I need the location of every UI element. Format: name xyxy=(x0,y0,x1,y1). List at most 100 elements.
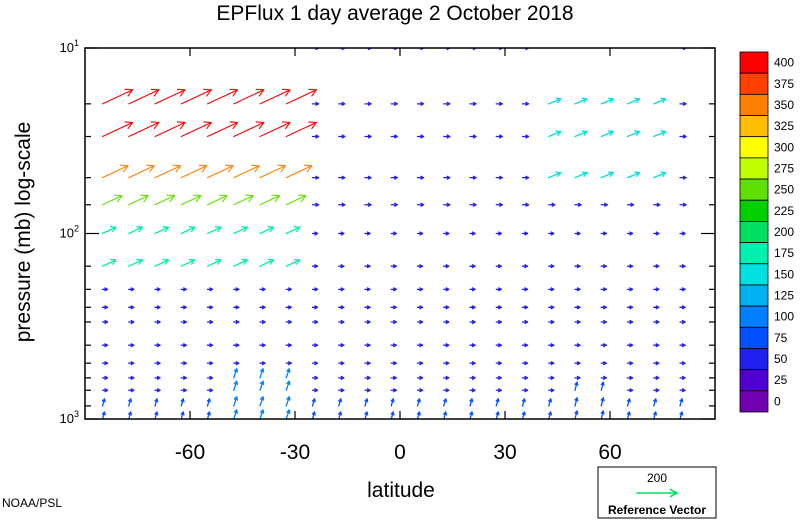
flux-arrow xyxy=(285,409,291,419)
flux-arrow xyxy=(311,263,319,269)
flux-arrow xyxy=(679,101,687,107)
flux-arrow xyxy=(338,134,346,139)
flux-arrow xyxy=(206,342,214,348)
flux-arrow xyxy=(390,398,395,407)
flux-arrow xyxy=(416,175,425,180)
flux-arrow xyxy=(443,101,451,107)
flux-arrow xyxy=(233,194,254,206)
flux-arrow xyxy=(154,305,161,310)
flux-arrow xyxy=(600,319,607,325)
flux-arrow xyxy=(311,360,319,366)
flux-arrow xyxy=(259,360,266,366)
flux-arrow xyxy=(364,305,371,310)
flux-arrow xyxy=(364,398,369,407)
flux-arrow xyxy=(416,287,424,292)
flux-arrow xyxy=(233,319,240,325)
flux-arrow xyxy=(416,375,424,381)
flux-arrow xyxy=(469,319,476,325)
flux-arrow xyxy=(548,97,562,105)
colorbar-label: 25 xyxy=(774,373,788,387)
flux-arrow xyxy=(574,263,581,269)
flux-arrow xyxy=(180,88,212,105)
flux-arrow xyxy=(521,48,530,51)
flux-arrow xyxy=(442,411,448,419)
flux-arrow xyxy=(416,305,424,310)
flux-arrow xyxy=(364,134,372,139)
flux-arrow xyxy=(600,360,607,366)
flux-arrow xyxy=(495,388,502,393)
flux-arrow xyxy=(600,171,614,179)
reference-label: Reference Vector xyxy=(608,503,706,517)
flux-arrow xyxy=(548,231,555,236)
flux-arrow xyxy=(495,287,502,292)
flux-arrow xyxy=(679,375,686,381)
flux-arrow xyxy=(416,342,424,348)
flux-arrow xyxy=(101,319,109,325)
flux-arrow xyxy=(285,287,292,292)
flux-arrow xyxy=(233,409,239,419)
flux-arrow xyxy=(469,411,474,419)
colorbar-swatch xyxy=(739,221,769,243)
colorbar-swatch xyxy=(739,115,769,138)
flux-arrow xyxy=(311,231,319,236)
flux-arrow xyxy=(180,398,185,407)
flux-arrow xyxy=(653,202,661,207)
flux-arrow xyxy=(101,398,106,407)
flux-arrow xyxy=(679,342,686,348)
flux-arrow xyxy=(128,88,160,105)
flux-arrow xyxy=(364,287,371,292)
flux-arrow xyxy=(679,305,686,310)
flux-arrow xyxy=(311,287,319,292)
flux-arrow xyxy=(443,263,450,269)
colorbar-swatch xyxy=(739,305,769,328)
vector-field xyxy=(101,48,687,419)
reference-magnitude: 200 xyxy=(647,471,667,485)
flux-arrow xyxy=(548,319,555,325)
flux-arrow xyxy=(206,226,222,235)
colorbar-swatch xyxy=(739,178,769,201)
flux-arrow xyxy=(364,263,371,269)
y-tick-label: 102 xyxy=(60,224,79,241)
flux-arrow xyxy=(180,319,187,325)
flux-arrow xyxy=(128,258,143,267)
flux-arrow xyxy=(600,130,614,138)
flux-arrow xyxy=(259,287,266,292)
flux-arrow xyxy=(469,360,476,366)
flux-arrow xyxy=(547,411,553,419)
flux-arrow xyxy=(259,258,275,267)
x-tick-label: 60 xyxy=(598,441,621,464)
flux-arrow xyxy=(469,388,476,393)
flux-arrow xyxy=(548,305,555,310)
flux-arrow xyxy=(364,202,372,207)
flux-arrow xyxy=(521,411,526,419)
flux-arrow xyxy=(495,175,503,180)
colorbar-label: 225 xyxy=(774,204,794,218)
flux-arrow xyxy=(311,48,320,51)
flux-arrow xyxy=(600,305,607,310)
flux-arrow xyxy=(101,48,104,49)
flux-arrow xyxy=(652,398,658,407)
flux-arrow xyxy=(154,48,157,49)
flux-arrow xyxy=(180,305,187,310)
flux-arrow xyxy=(338,48,346,51)
flux-arrow xyxy=(206,88,239,105)
flux-arrow xyxy=(233,258,248,267)
flux-arrow xyxy=(653,130,667,138)
flux-arrow xyxy=(636,488,678,498)
flux-arrow xyxy=(364,319,371,325)
flux-arrow xyxy=(653,375,660,381)
flux-arrow xyxy=(128,360,135,366)
x-tick-label: -30 xyxy=(280,441,310,464)
flux-arrow xyxy=(127,398,133,407)
flux-arrow xyxy=(626,97,641,105)
flux-arrow xyxy=(101,194,123,206)
flux-arrow xyxy=(653,319,660,325)
flux-arrow xyxy=(338,287,345,292)
colorbar-label: 175 xyxy=(774,246,794,260)
flux-arrow xyxy=(574,97,588,105)
flux-arrow xyxy=(469,175,477,180)
flux-arrow xyxy=(390,263,397,269)
colorbar-label: 200 xyxy=(774,225,794,239)
flux-arrow xyxy=(364,411,369,419)
x-ticks: -60 -30 0 30 60 xyxy=(175,48,622,464)
